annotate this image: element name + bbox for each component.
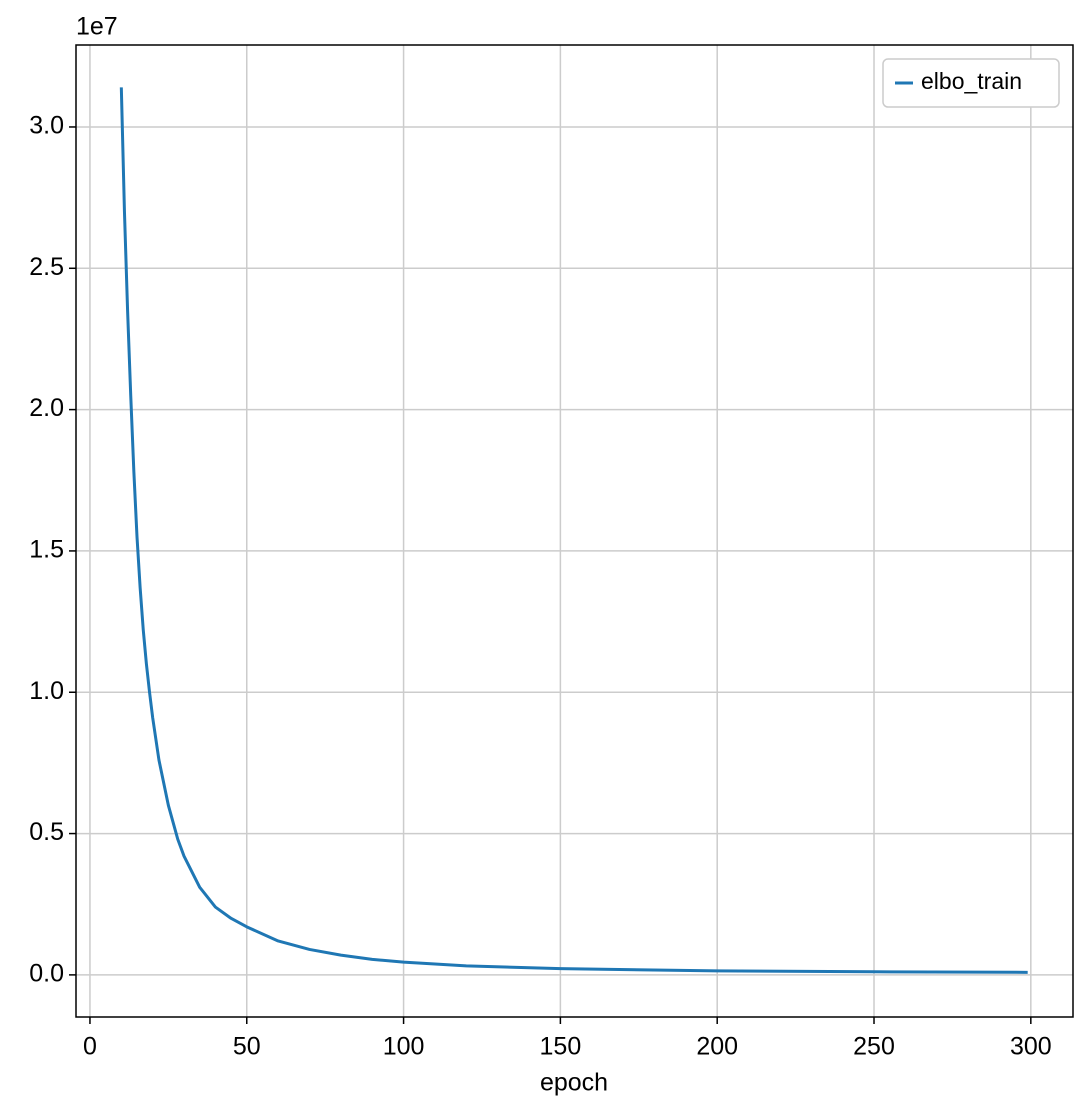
x-tick-label: 100 <box>383 1033 425 1061</box>
y-tick-label: 2.0 <box>29 394 64 422</box>
x-tick-label: 150 <box>540 1033 582 1061</box>
y-tick-label: 1.0 <box>29 677 64 705</box>
y-tick-label: 0.5 <box>29 818 64 846</box>
legend-label: elbo_train <box>921 68 1022 94</box>
x-tick-label: 0 <box>83 1033 97 1061</box>
y-tick-label: 3.0 <box>29 112 64 140</box>
plot-frame <box>75 44 1074 1018</box>
legend-box <box>882 58 1060 108</box>
x-tick-label: 50 <box>233 1033 261 1061</box>
line <box>119 87 1028 974</box>
x-tick-label: 250 <box>853 1033 895 1061</box>
y-tick-label: 1.5 <box>29 536 64 564</box>
y-tick-label: 0.0 <box>29 959 64 987</box>
x-tick-label: 200 <box>696 1033 738 1061</box>
x-axis-label: epoch <box>540 1069 608 1097</box>
y-offset-label: 1e7 <box>76 13 118 41</box>
x-tick-label: 300 <box>1010 1033 1052 1061</box>
y-tick-label: 2.5 <box>29 253 64 281</box>
